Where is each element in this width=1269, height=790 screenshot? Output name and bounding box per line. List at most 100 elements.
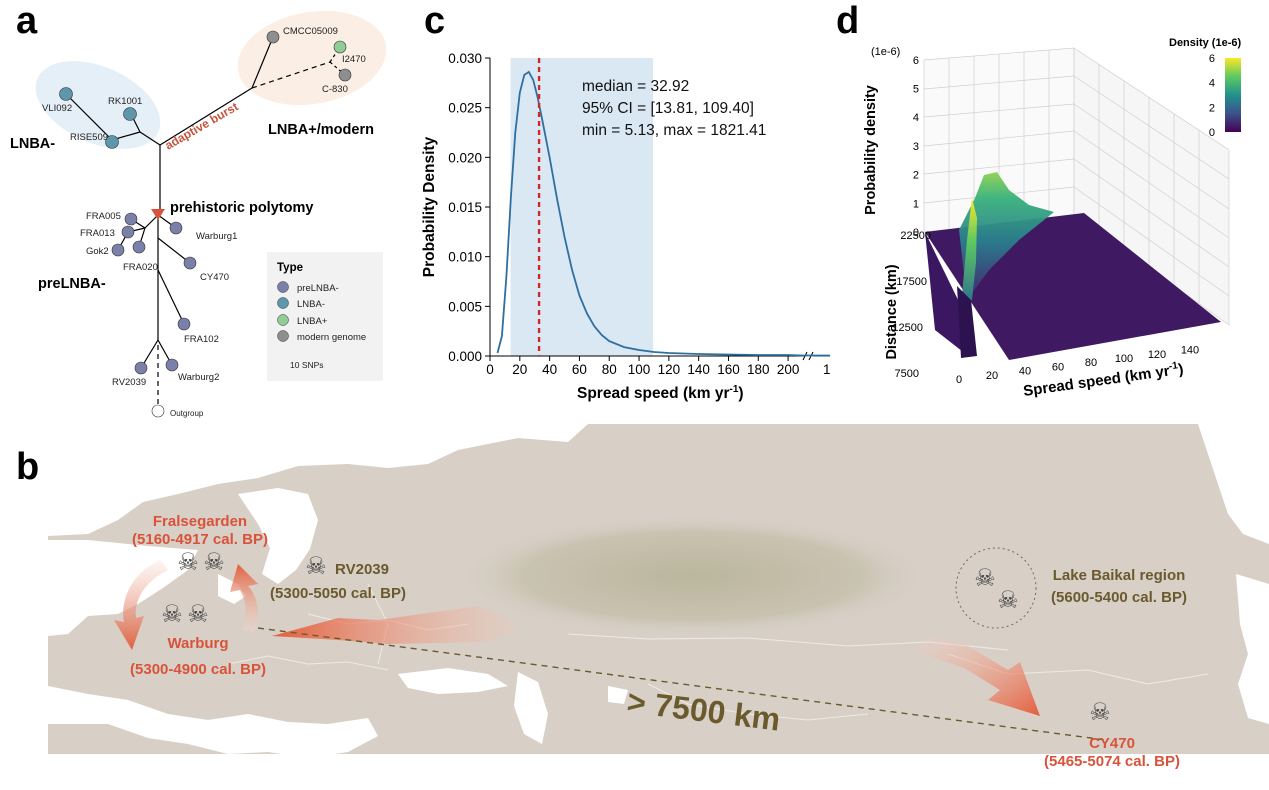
node-cy470 bbox=[183, 256, 197, 270]
label-gok2: Gok2 bbox=[86, 246, 109, 257]
label-fra020: FRA020 bbox=[123, 262, 158, 273]
steppe-origin-region bbox=[453, 514, 933, 638]
z-tick-label: 4 bbox=[913, 112, 919, 124]
node-fra005 bbox=[124, 212, 138, 226]
node-rv2039 bbox=[134, 361, 148, 375]
site-fralsegarden-name: Fralsegarden bbox=[153, 513, 247, 530]
label-warburg2: Warburg2 bbox=[178, 372, 219, 383]
skull-icon: ☠ bbox=[203, 549, 225, 576]
y-tick-label: 0.005 bbox=[448, 299, 482, 314]
z-tick-label: 6 bbox=[913, 55, 919, 67]
node-fra102 bbox=[177, 317, 191, 331]
arrow-west bbox=[272, 606, 518, 644]
group-label-lnba-minus: LNBA- bbox=[10, 136, 55, 152]
skull-icon: ☠ bbox=[1089, 699, 1111, 726]
x-tick-label: 100 bbox=[628, 362, 651, 377]
node-rise509 bbox=[105, 135, 119, 149]
skull-icon: ☠ bbox=[187, 601, 209, 628]
node-rk1001 bbox=[123, 107, 137, 121]
speed-tick-label: 140 bbox=[1181, 345, 1199, 357]
surface-grid bbox=[923, 47, 1230, 326]
site-cy470-dates: (5465-5074 cal. BP) bbox=[1044, 753, 1180, 770]
label-c830: C-830 bbox=[322, 84, 348, 95]
z-tick-label: 5 bbox=[913, 84, 919, 96]
z-axis-label: Probability density bbox=[863, 85, 879, 215]
phylogenetic-tree: CMCC05009 I2470 C-830 VLI092 RK1001 RISE… bbox=[10, 10, 387, 418]
x-tick-label: 160 bbox=[717, 362, 740, 377]
legend-swatch-modern bbox=[277, 330, 289, 342]
y-axis-label: Probability Density bbox=[421, 136, 438, 277]
arrow-north bbox=[230, 564, 258, 632]
z-tick-label: 3 bbox=[913, 141, 919, 153]
label-rv2039: RV2039 bbox=[112, 377, 146, 388]
x-tick-label: 0 bbox=[486, 362, 494, 377]
label-rise509: RISE509 bbox=[70, 132, 108, 143]
x-tick-label: 40 bbox=[542, 362, 557, 377]
panel-label-d: d bbox=[836, 0, 860, 42]
polytomy-marker bbox=[151, 209, 165, 220]
node-cmcc05009 bbox=[266, 30, 280, 44]
speed-tick-label: 0 bbox=[956, 374, 962, 386]
z-tick-label: 1 bbox=[913, 198, 919, 210]
y-tick-label: 0.015 bbox=[448, 200, 482, 215]
legend-label-lnba-minus: LNBA- bbox=[297, 299, 325, 310]
x-tick-label: 1800 bbox=[823, 362, 830, 377]
z-tick-label: 0 bbox=[913, 227, 919, 239]
node-c830 bbox=[338, 68, 352, 82]
distance-tick-label: 7500 bbox=[895, 368, 919, 380]
node-fra020 bbox=[132, 240, 146, 254]
skull-icon: ☠ bbox=[161, 601, 183, 628]
stats-minmax: min = 5.13, max = 1821.41 bbox=[582, 122, 766, 139]
panel-label-a: a bbox=[16, 0, 38, 42]
y-tick-label: 0.020 bbox=[448, 150, 482, 165]
site-cy470-name: CY470 bbox=[1089, 735, 1135, 752]
legend-swatch-lnba-plus bbox=[277, 314, 289, 326]
distance-tick-label: 17500 bbox=[896, 276, 927, 288]
colorbar-tick-label: 2 bbox=[1209, 102, 1215, 114]
panel-label-b: b bbox=[16, 446, 40, 488]
z-tick-label: 2 bbox=[913, 170, 919, 182]
tree-branches bbox=[65, 36, 346, 405]
distance-axis-label: Distance (km) bbox=[884, 264, 900, 359]
site-rv2039-dates: (5300-5050 cal. BP) bbox=[270, 585, 406, 602]
label-outgroup: Outgroup bbox=[170, 409, 204, 418]
colorbar-title: Density (1e-6) bbox=[1169, 37, 1241, 49]
label-i2470: I2470 bbox=[342, 54, 366, 65]
x-tick-label: 140 bbox=[687, 362, 710, 377]
site-rv2039-name: RV2039 bbox=[335, 561, 389, 578]
label-vli092: VLI092 bbox=[42, 103, 72, 114]
speed-tick-label: 60 bbox=[1052, 361, 1064, 373]
speed-tick-label: 40 bbox=[1019, 366, 1031, 378]
colorbar-tick-label: 4 bbox=[1209, 78, 1215, 90]
site-baikal-dates: (5600-5400 cal. BP) bbox=[1051, 589, 1187, 606]
label-cy470: CY470 bbox=[200, 272, 229, 283]
site-fralsegarden-dates: (5160-4917 cal. BP) bbox=[132, 531, 268, 548]
node-gok2 bbox=[111, 243, 125, 257]
label-fra102: FRA102 bbox=[184, 334, 219, 345]
distance-speed-surface: 0 1 2 3 4 5 6 (1e-6) Probability density 7500 1… bbox=[863, 37, 1241, 400]
density-line bbox=[496, 70, 830, 357]
legend-swatch-prelnba bbox=[277, 281, 289, 293]
eurasia-map: > 7500 km ☠ ☠ ☠ ☠ ☠ ☠ ☠ ☠ Fralsegarden (… bbox=[48, 424, 1269, 790]
y-tick-label: 0.030 bbox=[448, 51, 482, 66]
legend-label-prelnba: preLNBA- bbox=[297, 283, 339, 294]
site-warburg-name: Warburg bbox=[167, 635, 228, 652]
legend-scale-label: 10 SNPs bbox=[290, 360, 324, 370]
surface-front-wall bbox=[925, 232, 967, 355]
colorbar bbox=[1225, 58, 1241, 132]
label-rk1001: RK1001 bbox=[108, 96, 142, 107]
y-tick-label: 0.010 bbox=[448, 250, 482, 265]
speed-tick-label: 20 bbox=[986, 370, 998, 382]
label-fra013: FRA013 bbox=[80, 228, 115, 239]
ci-band bbox=[510, 58, 654, 356]
z-scale-label: (1e-6) bbox=[871, 46, 900, 58]
x-tick-label: 200 bbox=[777, 362, 800, 377]
surface-ridge bbox=[961, 198, 977, 306]
speed-axis-label: Spread speed (km yr-1) bbox=[1022, 360, 1184, 400]
skull-icon: ☠ bbox=[997, 587, 1019, 614]
surface-front-dip bbox=[957, 286, 977, 358]
group-label-prelnba: preLNBA- bbox=[38, 276, 106, 292]
legend-title: Type bbox=[277, 262, 303, 274]
map-water bbox=[48, 424, 1269, 790]
x-tick-label: 20 bbox=[512, 362, 527, 377]
